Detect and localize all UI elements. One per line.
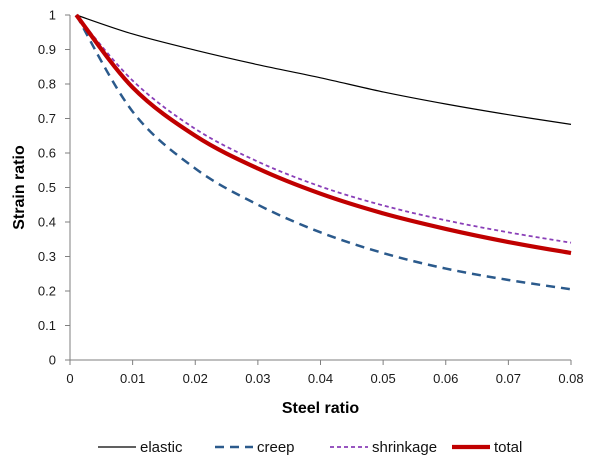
x-axis-ticks: 0 0.01 0.02 0.03 0.04 0.05 0.06 0.07 0.08: [66, 360, 584, 386]
series-line-creep: [75, 14, 572, 291]
legend-label-total: total: [494, 439, 522, 456]
series-line-total: [74, 13, 572, 256]
y-tick-label: 0.5: [38, 180, 56, 195]
y-tick-label: 1: [49, 8, 56, 23]
x-tick-label: 0: [66, 371, 73, 386]
x-tick-label: 0.02: [183, 371, 208, 386]
x-tick-label: 0.01: [120, 371, 145, 386]
x-tick-label: 0.03: [245, 371, 270, 386]
y-tick-label: 0.2: [38, 284, 56, 299]
x-tick-label: 0.05: [370, 371, 395, 386]
y-axis-ticks: 0 0.1 0.2 0.3 0.4 0.5 0.6 0.7 0.8 0.9 1: [38, 8, 70, 368]
x-tick-label: 0.07: [496, 371, 521, 386]
x-tick-label: 0.08: [558, 371, 583, 386]
y-tick-label: 0.9: [38, 42, 56, 57]
y-tick-label: 0.4: [38, 215, 56, 230]
y-tick-label: 0.6: [38, 146, 56, 161]
series-line-elastic: [76, 14, 572, 125]
y-tick-label: 0.7: [38, 111, 56, 126]
legend: elastic creep shrinkage total: [98, 439, 522, 456]
y-axis-title: Strain ratio: [11, 145, 28, 230]
x-tick-label: 0.04: [308, 371, 333, 386]
legend-label-shrinkage: shrinkage: [372, 439, 437, 456]
legend-label-creep: creep: [257, 439, 295, 456]
x-tick-label: 0.06: [433, 371, 458, 386]
legend-label-elastic: elastic: [140, 439, 183, 456]
x-axis-title: Steel ratio: [282, 400, 360, 417]
y-tick-label: 0.1: [38, 318, 56, 333]
y-tick-label: 0.3: [38, 249, 56, 264]
y-tick-label: 0: [49, 353, 56, 368]
series-layer: [74, 13, 572, 291]
series-line-shrinkage: [75, 14, 572, 244]
y-tick-label: 0.8: [38, 77, 56, 92]
